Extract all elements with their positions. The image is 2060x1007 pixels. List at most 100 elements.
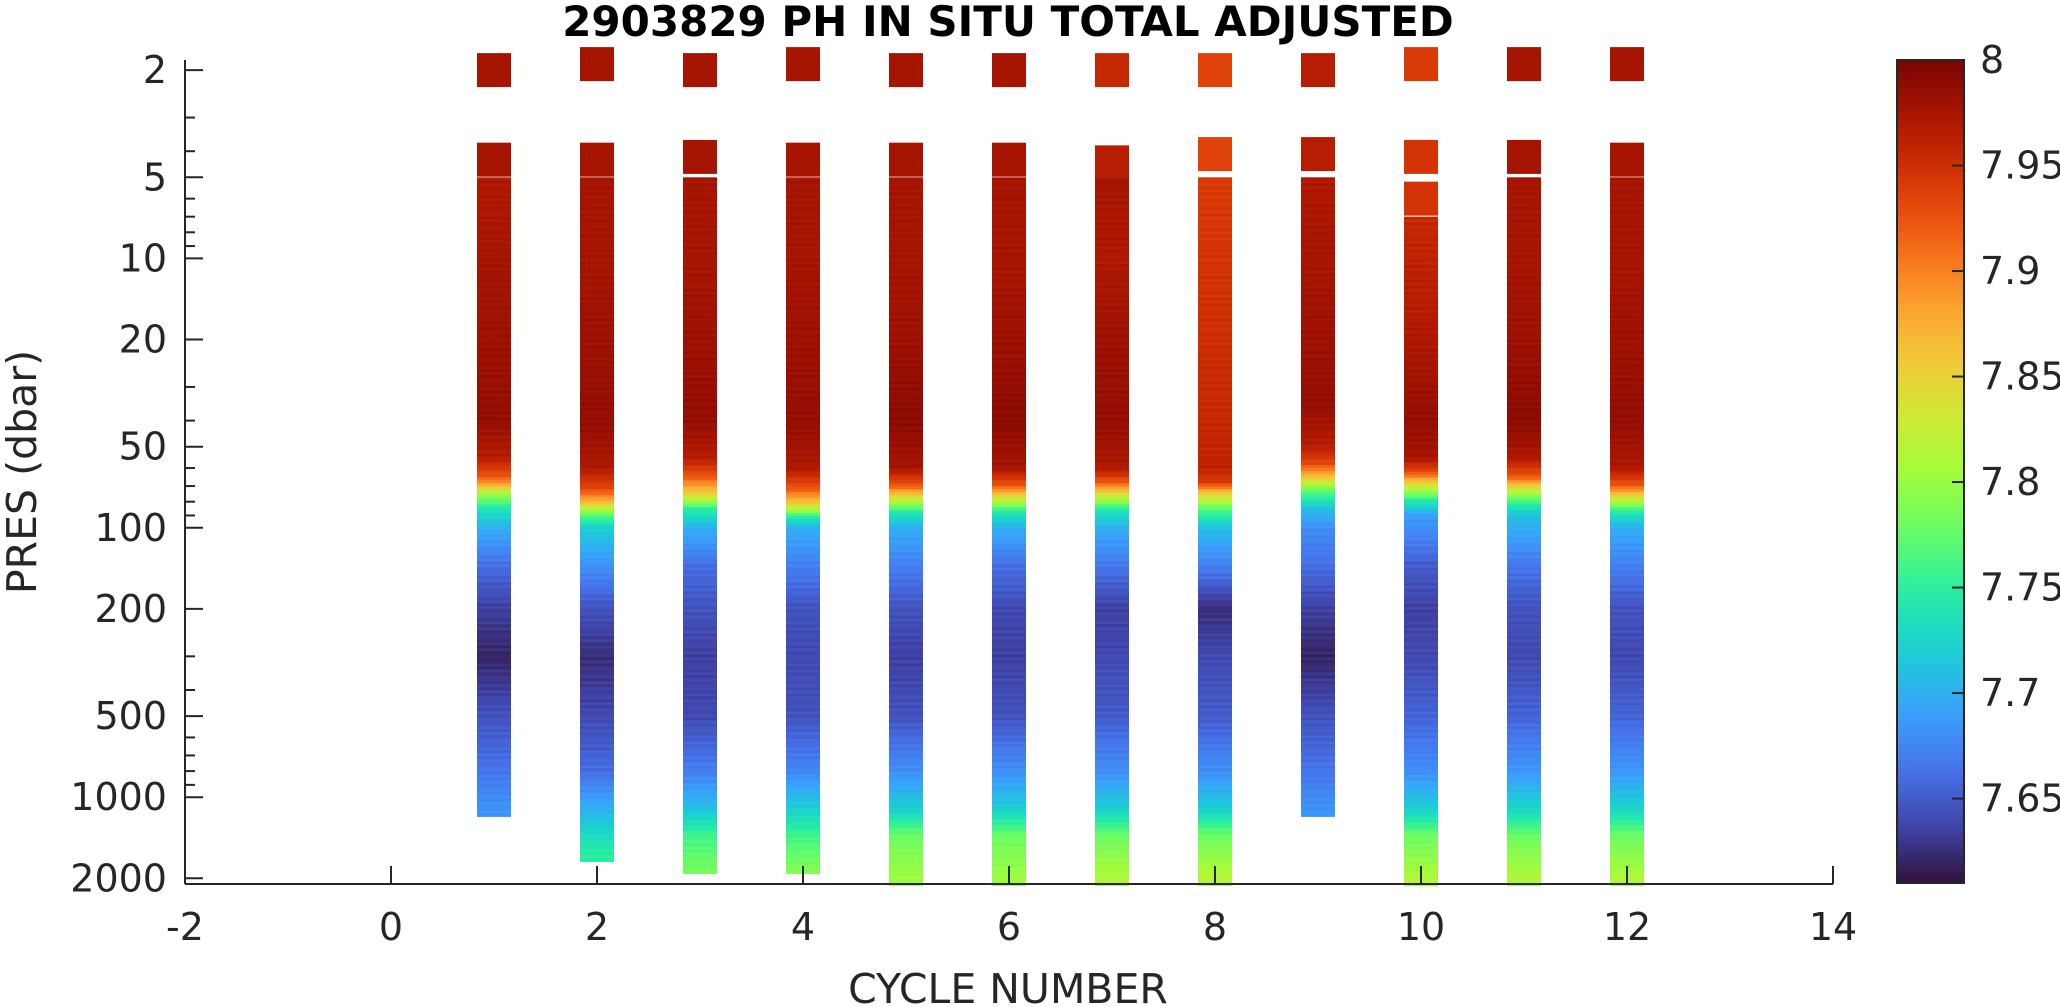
profile-slice — [1404, 777, 1438, 782]
profile-slice — [1610, 303, 1644, 307]
profile-slice — [1301, 801, 1335, 805]
profile-slice — [580, 411, 614, 415]
profile-slice — [580, 435, 614, 439]
profile-slice — [889, 468, 923, 472]
profile-slice — [1507, 843, 1541, 847]
profile-slice — [1198, 810, 1232, 814]
profile-slice — [1301, 780, 1335, 784]
profile-slice — [992, 255, 1026, 259]
profile-slice — [1404, 408, 1438, 413]
profile-slice — [477, 495, 511, 499]
profile-slice — [580, 741, 614, 745]
profile-slice — [889, 798, 923, 802]
profile-slice — [1610, 543, 1644, 547]
profile-slice — [1610, 819, 1644, 823]
profile-slice — [580, 675, 614, 679]
profile-slice — [683, 360, 717, 364]
profile-slice — [1095, 522, 1129, 526]
profile-slice — [889, 255, 923, 259]
profile-slice — [1095, 657, 1129, 661]
profile-slice — [889, 717, 923, 721]
profile-slice — [1095, 654, 1129, 658]
profile-slice — [992, 495, 1026, 499]
profile-slice — [889, 489, 923, 493]
profile-slice — [477, 420, 511, 424]
profile-slice — [1610, 786, 1644, 790]
profile-slice — [1507, 474, 1541, 478]
profile-slice — [477, 327, 511, 331]
profile-slice — [786, 669, 820, 673]
profile-slice — [1610, 687, 1644, 691]
profile-slice — [1095, 786, 1129, 790]
profile-slice — [1610, 519, 1644, 523]
profile-slice — [477, 411, 511, 415]
profile-slice — [1610, 423, 1644, 427]
profile-slice — [786, 807, 820, 811]
profile-slice — [1301, 759, 1335, 763]
profile-slice — [889, 297, 923, 301]
profile-slice — [683, 405, 717, 409]
profile-slice — [1507, 627, 1541, 631]
profile-slice — [1301, 564, 1335, 568]
profile-slice — [992, 519, 1026, 523]
profile-slice — [1198, 372, 1232, 376]
profile-slice — [992, 714, 1026, 718]
profile-slice — [1198, 765, 1232, 769]
profile-slice — [1198, 399, 1232, 403]
profile-slice — [889, 327, 923, 331]
profile-slice — [1507, 453, 1541, 457]
profile-slice — [1404, 849, 1438, 854]
profile-slice — [1404, 783, 1438, 788]
profile-slice — [1507, 504, 1541, 508]
profile-slice — [1095, 216, 1129, 220]
profile-slice — [1507, 711, 1541, 715]
profile-slice — [580, 312, 614, 316]
profile-slice — [1404, 741, 1438, 746]
profile-slice — [1507, 600, 1541, 604]
profile-slice — [1507, 804, 1541, 808]
profile-slice — [580, 372, 614, 376]
profile-slice — [1610, 402, 1644, 406]
profile-slice — [683, 318, 717, 322]
profile-slice — [580, 447, 614, 451]
profile-slice — [889, 558, 923, 562]
profile-slice — [786, 225, 820, 229]
profile-slice — [786, 501, 820, 505]
profile-slice — [992, 657, 1026, 661]
profile-slice — [889, 774, 923, 778]
profile-slice — [1301, 309, 1335, 313]
profile-slice — [992, 450, 1026, 454]
profile-slice — [889, 804, 923, 808]
profile-slice — [1507, 231, 1541, 235]
profile-slice — [683, 729, 717, 733]
profile-slice — [580, 840, 614, 844]
profile-slice — [786, 576, 820, 580]
profile-slice — [992, 273, 1026, 277]
profile-slice — [1198, 837, 1232, 841]
profile-slice — [580, 627, 614, 631]
profile-slice — [1301, 711, 1335, 715]
surface-sample — [1507, 47, 1541, 82]
profile-slice — [1404, 585, 1438, 590]
profile-slice — [1301, 450, 1335, 454]
profile-slice — [1610, 648, 1644, 652]
profile-slice — [992, 468, 1026, 472]
profile-slice — [1095, 666, 1129, 670]
profile-slice — [992, 702, 1026, 706]
profile-slice — [992, 606, 1026, 610]
profile-slice — [580, 744, 614, 748]
profile-slice — [786, 321, 820, 325]
profile-slice — [1507, 708, 1541, 712]
surface-sample — [1198, 137, 1232, 172]
profile-slice — [477, 345, 511, 349]
profile-slice — [580, 414, 614, 418]
profile-slice — [1404, 372, 1438, 377]
profile-slice — [580, 300, 614, 304]
profile-slice — [1198, 300, 1232, 304]
profile-slice — [477, 663, 511, 667]
profile-slice — [683, 378, 717, 382]
profile-slice — [1404, 789, 1438, 794]
profile-slice — [683, 234, 717, 238]
profile-slice — [580, 318, 614, 322]
profile-slice — [1095, 330, 1129, 334]
